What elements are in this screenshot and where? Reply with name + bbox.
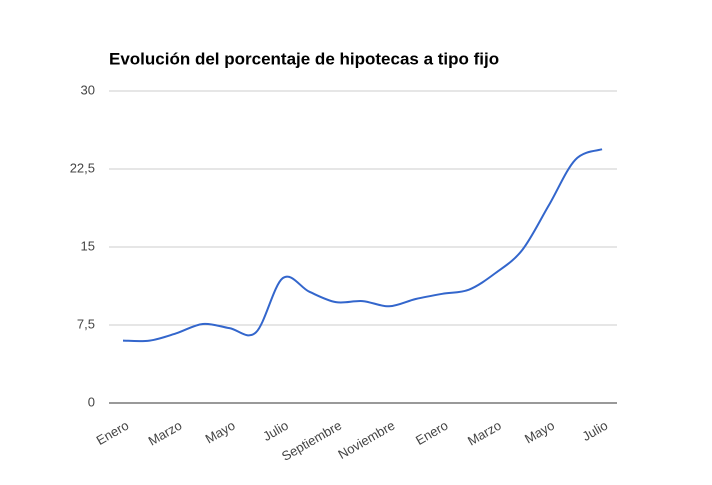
y-tick-label: 15 bbox=[81, 238, 95, 253]
x-tick-label: Marzo bbox=[465, 418, 504, 449]
x-tick-label: Marzo bbox=[146, 418, 185, 449]
chart-title: Evolución del porcentaje de hipotecas a … bbox=[109, 49, 499, 68]
x-tick-label: Septiembre bbox=[279, 418, 344, 464]
y-tick-label: 30 bbox=[81, 82, 95, 97]
line bbox=[122, 148, 603, 343]
x-tick-label: Julio bbox=[580, 418, 611, 444]
x-tick-label: Enero bbox=[413, 418, 451, 448]
y-tick-label: 7,5 bbox=[77, 316, 95, 331]
x-tick-label: Noviembre bbox=[335, 418, 397, 462]
x-tick-label: Enero bbox=[94, 418, 132, 448]
x-tick-label: Mayo bbox=[203, 418, 238, 447]
y-tick-label: 0 bbox=[88, 394, 95, 409]
x-tick-label: Julio bbox=[260, 418, 291, 444]
y-tick-label: 22,5 bbox=[70, 160, 95, 175]
x-tick-label: Mayo bbox=[522, 418, 557, 447]
